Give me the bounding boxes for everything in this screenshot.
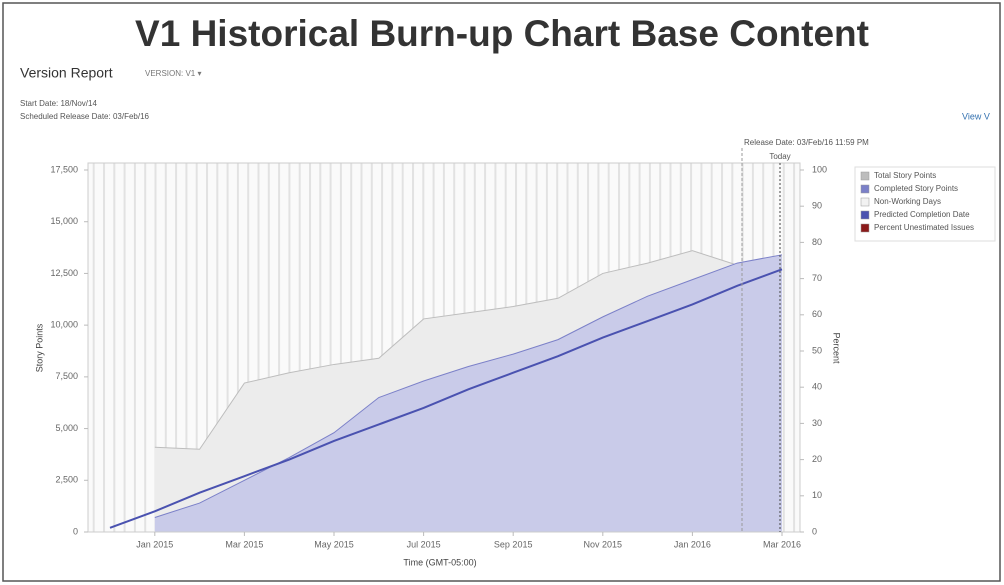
page-title: V1 Historical Burn-up Chart Base Content (135, 13, 869, 54)
x-tick-label: Jan 2015 (136, 539, 173, 549)
scheduled-release: Scheduled Release Date: 03/Feb/16 (20, 112, 150, 121)
y-tick-label: 7,500 (55, 371, 78, 381)
legend-swatch (860, 223, 870, 233)
legend-swatch (860, 184, 870, 194)
start-date: Start Date: 18/Nov/14 (20, 99, 97, 108)
x-tick-label: Sep 2015 (494, 539, 533, 549)
y2-tick-label: 90 (812, 201, 822, 211)
y-tick-label: 12,500 (50, 268, 78, 278)
version-select[interactable]: VERSION: V1 ▾ (145, 69, 201, 78)
legend (854, 166, 996, 242)
x-tick-label: Jul 2015 (407, 539, 441, 549)
legend-label: Non-Working Days (874, 197, 941, 206)
legend-swatch (860, 210, 870, 220)
y2-axis-title: Percent (832, 332, 842, 364)
legend-label: Total Story Points (874, 171, 936, 180)
plot-frame (87, 162, 801, 533)
y-tick-label: 15,000 (50, 216, 78, 226)
y-tick-label: 10,000 (50, 320, 78, 330)
x-tick-label: Mar 2016 (763, 539, 801, 549)
x-tick-label: Jan 2016 (674, 539, 711, 549)
y-tick-label: 0 (73, 526, 78, 536)
x-tick-label: May 2015 (314, 539, 354, 549)
release-label: Release Date: 03/Feb/16 11:59 PM (744, 138, 869, 147)
series-line (154, 250, 783, 450)
y2-tick-label: 40 (812, 382, 822, 392)
y-tick-label: 2,500 (55, 475, 78, 485)
y2-tick-label: 20 (812, 454, 822, 464)
y-tick-label: 17,500 (50, 164, 78, 174)
legend-label: Predicted Completion Date (874, 210, 970, 219)
y-axis-title: Story Points (34, 323, 44, 372)
y-tick-label: 5,000 (55, 423, 78, 433)
area-fill (154, 254, 783, 532)
y2-tick-label: 30 (812, 418, 822, 428)
x-tick-label: Nov 2015 (584, 539, 623, 549)
y2-tick-label: 70 (812, 273, 822, 283)
y2-tick-label: 50 (812, 345, 822, 355)
view-link[interactable]: View V (962, 111, 990, 121)
legend-swatch (860, 197, 870, 207)
report-title: Version Report (20, 65, 113, 81)
legend-swatch (860, 171, 870, 181)
y2-tick-label: 10 (812, 490, 822, 500)
y2-tick-label: 60 (812, 309, 822, 319)
y2-tick-label: 100 (812, 164, 827, 174)
x-tick-label: Mar 2015 (225, 539, 263, 549)
legend-label: Completed Story Points (874, 184, 958, 193)
today-label: Today (769, 152, 790, 161)
y2-tick-label: 0 (812, 526, 817, 536)
series-line (154, 254, 783, 518)
legend-label: Percent Unestimated Issues (874, 223, 974, 232)
x-axis-title: Time (GMT-05:00) (403, 557, 476, 567)
series-line (109, 268, 783, 529)
y2-tick-label: 80 (812, 237, 822, 247)
